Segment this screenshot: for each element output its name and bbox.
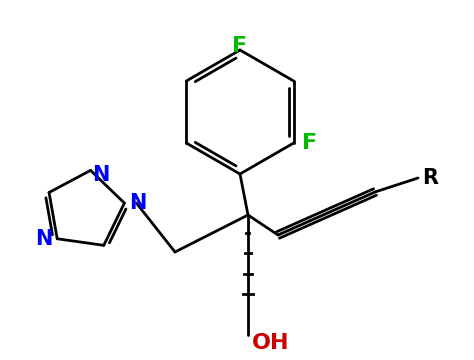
Text: F: F <box>232 36 247 56</box>
Text: N: N <box>35 229 52 249</box>
Text: N: N <box>129 193 147 213</box>
Text: F: F <box>301 133 317 153</box>
Text: R: R <box>422 168 438 188</box>
Text: N: N <box>92 165 110 185</box>
Text: OH: OH <box>252 333 290 353</box>
